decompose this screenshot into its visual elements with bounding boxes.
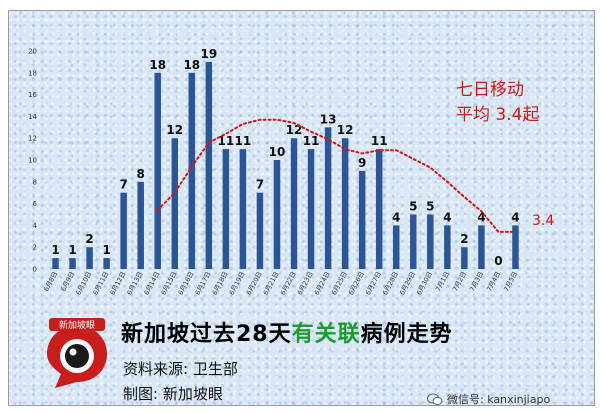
bar	[444, 225, 451, 269]
data-label: 4	[477, 210, 485, 224]
y-tick-label: 8	[33, 178, 37, 186]
data-label: 1	[102, 243, 110, 257]
bar	[52, 258, 59, 269]
title-part1: 新加坡过去28天	[121, 322, 292, 347]
logo: 新加坡眼	[47, 318, 107, 388]
title-highlight: 有关联	[291, 322, 361, 347]
bar	[341, 138, 349, 269]
wechat-watermark: 微信号: kanxinjiapo	[427, 391, 551, 406]
data-label: 5	[426, 200, 434, 214]
bars	[52, 61, 519, 270]
y-tick-label: 12	[28, 135, 37, 143]
data-label: 11	[218, 134, 235, 148]
chart-frame: 0 2 4 6 8 10 12 14 16 18 20 1 1 2 1 7 8 18 12 18 19 11 11 7 10 1…	[8, 10, 595, 406]
data-label: 2	[460, 232, 468, 246]
y-axis: 0 2 4 6 8 10 12 14 16 18 20	[28, 48, 37, 274]
source-text: 资料来源: 卫生部	[123, 360, 238, 378]
bar	[307, 149, 315, 269]
x-tick-label: 7月1日	[434, 270, 451, 293]
x-tick-label: 6月30日	[415, 270, 434, 296]
chart-title: 新加坡过去28天有关联病例走势	[121, 316, 453, 348]
made-by-text: 制图: 新加坡眼	[123, 385, 223, 403]
data-label: 19	[200, 47, 217, 61]
data-label: 0	[494, 254, 502, 268]
y-tick-label: 16	[28, 91, 37, 99]
bar	[171, 138, 179, 269]
bar	[69, 258, 76, 269]
x-tick-label: 7月5日	[502, 270, 519, 293]
x-tick-label: 7月2日	[451, 270, 468, 293]
data-label: 4	[443, 210, 451, 224]
data-label: 1	[51, 243, 59, 257]
y-tick-label: 20	[28, 48, 37, 56]
bar	[188, 72, 196, 269]
data-label: 7	[119, 178, 127, 192]
x-tick-label: 7月3日	[468, 270, 485, 293]
bar	[461, 247, 468, 269]
bar	[324, 127, 332, 269]
data-label: 4	[392, 210, 400, 224]
bar	[205, 61, 213, 270]
y-tick-label: 0	[33, 266, 37, 274]
bar	[290, 138, 298, 269]
data-label: 11	[235, 134, 252, 148]
y-tick-label: 2	[33, 244, 37, 252]
data-label: 5	[409, 200, 417, 214]
data-label: 13	[320, 112, 337, 126]
data-label: 8	[137, 167, 145, 181]
bar	[478, 225, 485, 269]
y-tick-label: 10	[28, 157, 37, 165]
annotation-line2: 平均 3.4起	[456, 105, 539, 125]
data-label: 11	[371, 134, 388, 148]
x-tick-label: 6月8日	[42, 270, 59, 293]
bar	[137, 181, 144, 269]
data-label: 12	[166, 123, 183, 137]
x-tick-label: 7月4日	[485, 270, 502, 293]
bar	[256, 192, 264, 269]
wechat-icon	[427, 393, 443, 405]
logo-text: 新加坡眼	[59, 319, 95, 331]
y-tick-label: 18	[28, 69, 37, 77]
x-tick-label: 6月9日	[59, 270, 76, 293]
bar	[410, 214, 417, 269]
data-label: 11	[303, 134, 320, 148]
data-label: 18	[183, 58, 200, 72]
data-label: 2	[85, 232, 93, 246]
moving-average-line	[156, 118, 517, 233]
bar	[86, 247, 93, 269]
data-label: 9	[358, 156, 366, 170]
data-label: 4	[511, 210, 519, 224]
data-label: 1	[68, 243, 76, 257]
bar	[273, 160, 281, 269]
bar	[222, 149, 230, 269]
y-tick-label: 14	[28, 113, 37, 121]
wechat-text: 微信号: kanxinjiapo	[447, 393, 551, 406]
y-tick-label: 6	[33, 200, 38, 208]
bar	[375, 149, 383, 269]
bar	[512, 225, 519, 269]
data-label: 12	[337, 123, 354, 137]
x-axis: 6月8日 6月9日6月10日6月11日6月12日6月13日6月14日6月15日6月…	[42, 270, 519, 296]
title-part2: 病例走势	[360, 322, 453, 347]
annotation-line1: 七日移动	[456, 80, 524, 100]
bar	[154, 72, 161, 269]
data-label: 18	[149, 58, 166, 72]
y-tick-label: 4	[33, 222, 38, 230]
data-label: 7	[256, 178, 264, 192]
bar	[358, 170, 366, 269]
moving-average-end-label: 3.4	[532, 213, 554, 229]
bar	[239, 149, 247, 269]
bar	[427, 214, 434, 269]
data-label: 12	[286, 123, 303, 137]
bar	[392, 225, 400, 269]
bar	[120, 192, 127, 269]
bar	[103, 258, 110, 269]
data-label: 10	[269, 145, 286, 159]
